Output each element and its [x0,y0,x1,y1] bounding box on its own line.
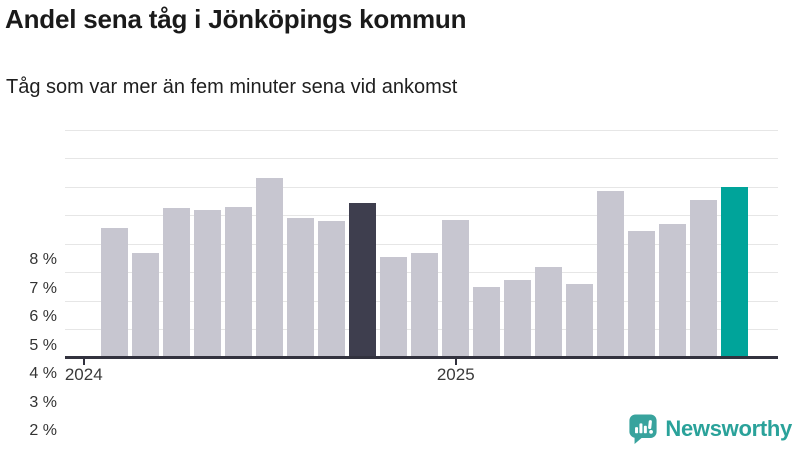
gridline [65,215,778,216]
x-axis-tick [454,359,457,365]
gridline [65,243,778,245]
bar [225,206,253,358]
y-tick-label: 7 % [29,279,57,297]
gridline [65,129,778,131]
chart-title: Andel sena tåg i Jönköpings kommun [5,4,467,34]
x-axis-tick [82,359,85,365]
bar [163,208,191,358]
bar [132,252,160,358]
bar [256,178,284,358]
x-tick-label: 2025 [436,365,475,384]
gridline [65,158,778,159]
bar [597,191,625,358]
bar [194,209,222,358]
bar [566,283,594,358]
gridline [65,186,778,188]
newsworthy-icon [628,413,658,446]
bar [318,221,346,358]
bar [628,231,656,358]
bar [442,219,470,358]
bar-highlight-latest [721,187,749,358]
y-tick-label: 6 % [29,308,57,325]
bar [411,252,439,358]
y-tick-label: 5 % [29,336,57,354]
bar [690,199,718,358]
y-tick-label: 2 % [29,422,57,439]
bar-chart: 8 %7 %6 %5 %4 %3 %2 %1 %0 % [0,129,800,439]
x-tick-label: 2024 [64,365,103,384]
x-axis-line [65,356,778,359]
bar [535,266,563,358]
plot-area [65,129,778,358]
bar [659,224,687,358]
bar [101,228,129,358]
bar [287,218,315,358]
chart-subtitle: Tåg som var mer än fem minuter sena vid … [6,76,458,98]
y-tick-label: 8 % [29,251,57,268]
bar [504,279,532,358]
bar [380,256,408,358]
newsworthy-logo: Newsworthy [628,412,792,446]
newsworthy-wordmark: Newsworthy [665,416,792,441]
bar-highlight-previous-year [349,202,377,358]
y-tick-label: 4 % [29,365,57,382]
y-tick-label: 3 % [29,393,57,411]
bar [473,286,501,358]
